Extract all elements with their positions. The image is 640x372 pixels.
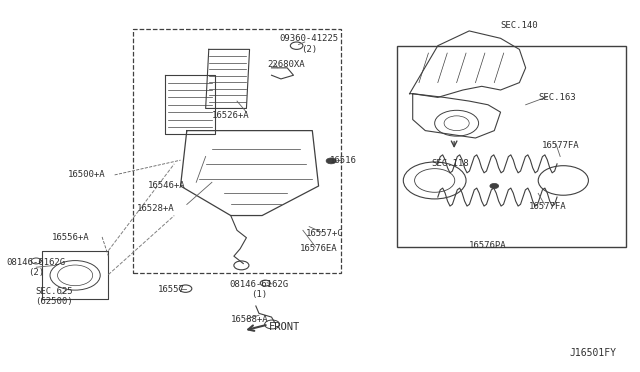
Text: SEC.163: SEC.163 — [538, 93, 576, 102]
Text: 16557+C: 16557+C — [306, 230, 344, 238]
Text: 16588+A: 16588+A — [231, 315, 268, 324]
Text: 16556+A: 16556+A — [52, 233, 90, 242]
Text: SEC.140: SEC.140 — [500, 21, 538, 30]
Text: 09360-41225
(2): 09360-41225 (2) — [280, 34, 339, 54]
Circle shape — [326, 158, 336, 164]
Text: 16577FA: 16577FA — [541, 141, 579, 150]
Text: 16526+A: 16526+A — [212, 111, 250, 121]
Circle shape — [490, 183, 499, 189]
Text: 16557: 16557 — [157, 285, 184, 294]
Text: 08146-6162G
(2): 08146-6162G (2) — [6, 257, 66, 277]
Text: 16576PA: 16576PA — [469, 241, 507, 250]
Text: FRONT: FRONT — [268, 322, 300, 332]
Text: 16577FA: 16577FA — [529, 202, 566, 211]
Text: 16576EA: 16576EA — [300, 244, 337, 253]
Text: 22680XA: 22680XA — [267, 60, 305, 69]
Text: 16528+A: 16528+A — [136, 203, 174, 213]
Text: 16500+A: 16500+A — [68, 170, 105, 179]
Text: SEC.118: SEC.118 — [431, 159, 469, 169]
Text: 16516: 16516 — [330, 155, 357, 165]
Text: SEC.625
(62500): SEC.625 (62500) — [35, 287, 72, 307]
Text: 08146-6162G
(1): 08146-6162G (1) — [229, 280, 289, 299]
Text: 16546+A: 16546+A — [148, 182, 186, 190]
Text: J16501FY: J16501FY — [570, 348, 617, 358]
